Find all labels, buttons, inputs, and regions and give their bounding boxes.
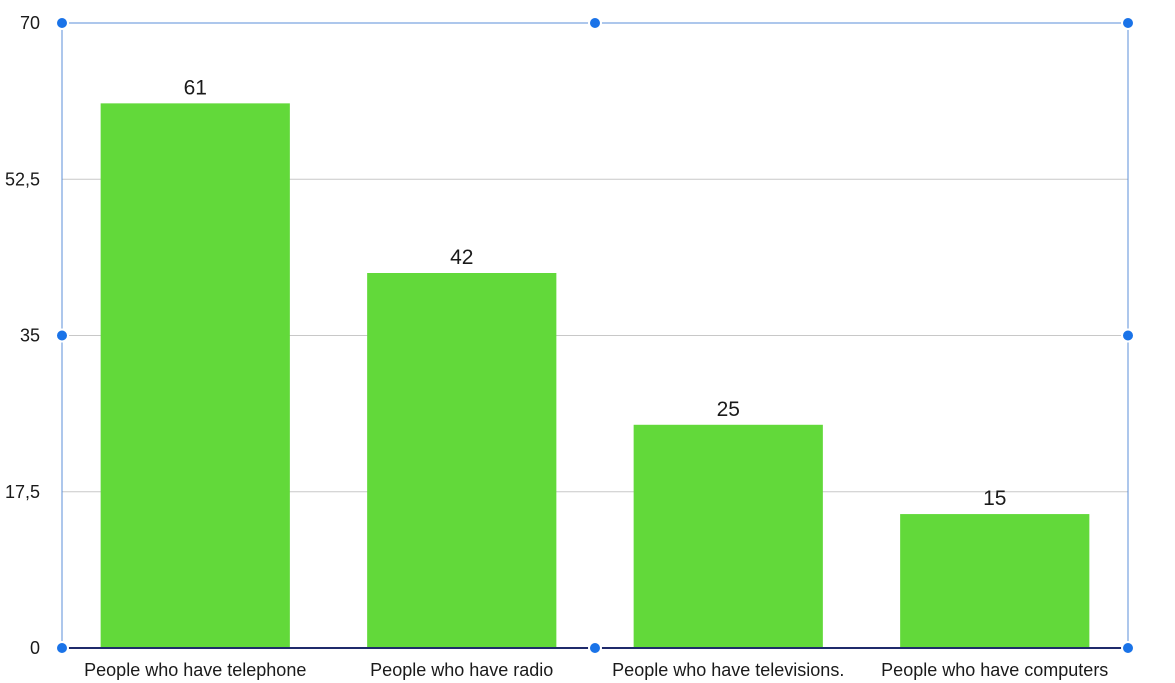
y-axis-ticks: 0 17,5 35 52,5 70 bbox=[5, 13, 40, 658]
y-tick-label: 17,5 bbox=[5, 482, 40, 502]
bar bbox=[900, 514, 1090, 648]
bar bbox=[633, 424, 823, 648]
x-axis-categories: People who have telephone People who have… bbox=[84, 660, 1108, 680]
bar bbox=[100, 103, 290, 649]
x-category-label: People who have televisions. bbox=[612, 660, 844, 680]
resize-handle[interactable] bbox=[588, 641, 602, 655]
y-tick-label: 70 bbox=[20, 13, 40, 33]
bar bbox=[367, 273, 557, 648]
y-tick-label: 35 bbox=[20, 326, 40, 346]
bar-value-label: 25 bbox=[717, 398, 740, 421]
data-labels: 61 42 25 15 bbox=[184, 76, 1007, 510]
bars bbox=[100, 103, 1090, 649]
x-category-label: People who have computers bbox=[881, 660, 1108, 680]
y-tick-label: 0 bbox=[30, 638, 40, 658]
bar-value-label: 42 bbox=[450, 246, 473, 269]
resize-handle[interactable] bbox=[1121, 641, 1135, 655]
bar-value-label: 15 bbox=[983, 487, 1006, 510]
x-category-label: People who have telephone bbox=[84, 660, 306, 680]
x-category-label: People who have radio bbox=[370, 660, 553, 680]
bar-value-label: 61 bbox=[184, 76, 207, 99]
selection-handles[interactable] bbox=[55, 16, 1135, 655]
resize-handle[interactable] bbox=[55, 328, 69, 343]
resize-handle[interactable] bbox=[1121, 328, 1135, 343]
resize-handle[interactable] bbox=[55, 641, 69, 655]
resize-handle[interactable] bbox=[55, 16, 69, 30]
y-tick-label: 52,5 bbox=[5, 169, 40, 189]
resize-handle[interactable] bbox=[1121, 16, 1135, 30]
resize-handle[interactable] bbox=[588, 16, 602, 30]
